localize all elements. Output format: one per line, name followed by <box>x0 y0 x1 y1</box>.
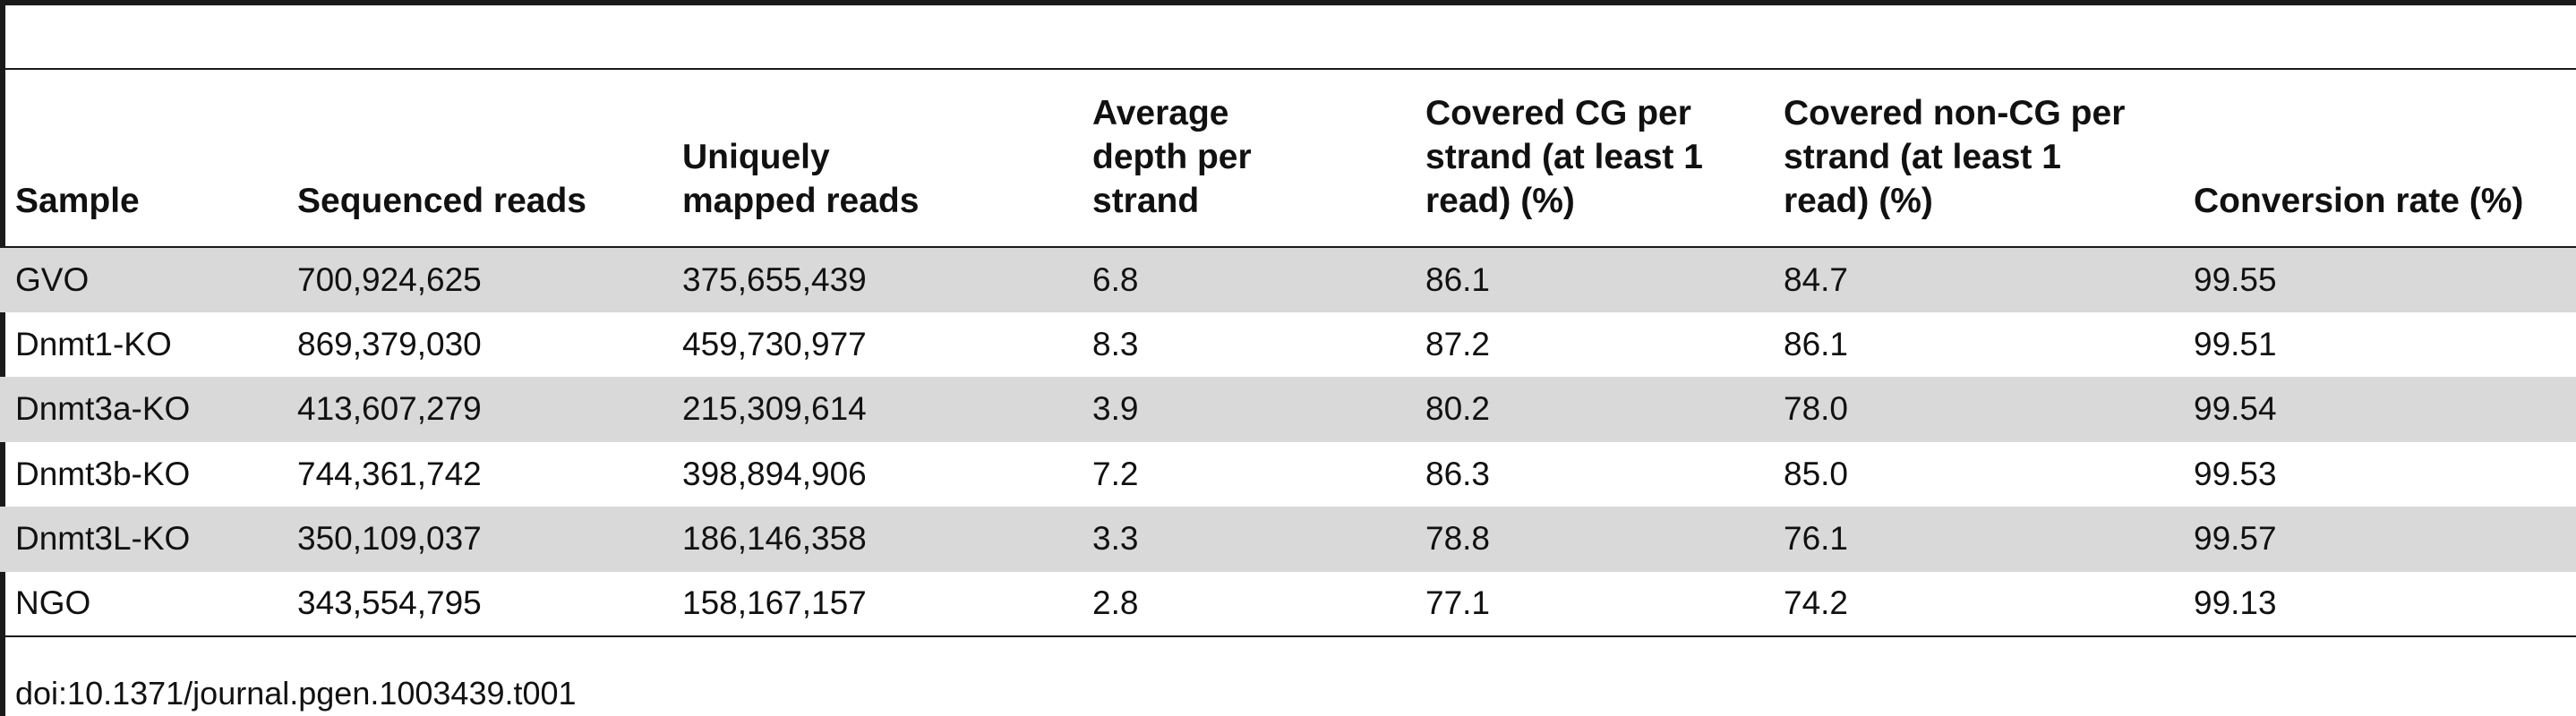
table-cell: Dnmt1-KO <box>15 325 172 362</box>
table-container: Sample Sequenced reads Uniquely mapped r… <box>0 68 2576 637</box>
table-cell: 7.2 <box>1092 455 1139 492</box>
table-cell: 99.55 <box>2194 260 2277 298</box>
table-cell: 86.3 <box>1425 455 1491 492</box>
table-row: Dnmt3b-KO 744,361,742 398,894,906 7.2 86.3 85… <box>0 442 2576 507</box>
col-header-uniquely-mapped-reads: Uniquely mapped reads <box>682 138 920 220</box>
table-cell: 3.3 <box>1092 520 1139 558</box>
table-cell: 78.0 <box>1784 390 1849 428</box>
col-header-covered-cg: Covered CG per strand (at least 1 read) … <box>1425 94 1703 220</box>
table-cell: 99.51 <box>2194 325 2277 362</box>
doi-caption: doi:10.1371/journal.pgen.1003439.t001 <box>15 675 577 712</box>
table-row: Dnmt3L-KO 350,109,037 186,146,358 3.3 78.8 76… <box>0 507 2576 572</box>
table-cell: 413,607,279 <box>297 390 482 428</box>
table-cell: 76.1 <box>1784 520 1849 558</box>
table-cell: 2.8 <box>1092 584 1139 622</box>
table-cell: 158,167,157 <box>682 584 867 622</box>
table-row: GVO 700,924,625 375,655,439 6.8 86.1 84.7 99.5… <box>0 247 2576 312</box>
table-cell: Dnmt3b-KO <box>15 455 191 492</box>
table-cell: 398,894,906 <box>682 455 867 492</box>
table-cell: 186,146,358 <box>682 520 867 558</box>
table-cell: 215,309,614 <box>682 390 867 428</box>
col-header-covered-non-cg: Covered non-CG per strand (at least 1 re… <box>1784 94 2126 220</box>
top-rule <box>0 0 2576 5</box>
col-header-sequenced-reads: Sequenced reads <box>297 182 586 220</box>
table-body: GVO 700,924,625 375,655,439 6.8 86.1 84.7 99.5… <box>0 247 2576 636</box>
table-cell: 85.0 <box>1784 455 1849 492</box>
table-cell: NGO <box>15 584 91 622</box>
data-table: Sample Sequenced reads Uniquely mapped r… <box>0 68 2576 637</box>
table-cell: 78.8 <box>1425 520 1491 558</box>
table-header: Sample Sequenced reads Uniquely mapped r… <box>0 69 2576 247</box>
table-cell: 99.57 <box>2194 520 2277 558</box>
table-cell: Dnmt3a-KO <box>15 390 191 428</box>
table-cell: 99.54 <box>2194 390 2277 428</box>
table-cell: 80.2 <box>1425 390 1491 428</box>
col-header-average-depth: Average depth per strand <box>1092 94 1252 220</box>
table-cell: 99.53 <box>2194 455 2277 492</box>
table-cell: 99.13 <box>2194 584 2277 622</box>
table-cell: 343,554,795 <box>297 584 482 622</box>
table-cell: Dnmt3L-KO <box>15 520 191 558</box>
table-cell: 6.8 <box>1092 260 1139 298</box>
col-header-sample: Sample <box>15 182 140 220</box>
table-cell: 3.9 <box>1092 390 1139 428</box>
table-cell: 86.1 <box>1425 260 1491 298</box>
table-cell: 350,109,037 <box>297 520 482 558</box>
col-header-conversion-rate: Conversion rate (%) <box>2194 182 2524 220</box>
left-border <box>0 0 5 716</box>
table-cell: 8.3 <box>1092 325 1139 362</box>
table-cell: 74.2 <box>1784 584 1849 622</box>
header-row: Sample Sequenced reads Uniquely mapped r… <box>0 69 2576 247</box>
table-cell: 87.2 <box>1425 325 1491 362</box>
table-cell: GVO <box>15 260 90 298</box>
table-cell: 459,730,977 <box>682 325 867 362</box>
table-cell: 86.1 <box>1784 325 1849 362</box>
table-cell: 375,655,439 <box>682 260 867 298</box>
table-cell: 869,379,030 <box>297 325 482 362</box>
table-cell: 77.1 <box>1425 584 1491 622</box>
table-cell: 84.7 <box>1784 260 1849 298</box>
table-row: NGO 343,554,795 158,167,157 2.8 77.1 74.2 99.1… <box>0 572 2576 636</box>
table-row: Dnmt3a-KO 413,607,279 215,309,614 3.9 80.2 78… <box>0 377 2576 442</box>
table-cell: 744,361,742 <box>297 455 482 492</box>
table-cell: 700,924,625 <box>297 260 482 298</box>
table-row: Dnmt1-KO 869,379,030 459,730,977 8.3 87.2 86.… <box>0 312 2576 378</box>
